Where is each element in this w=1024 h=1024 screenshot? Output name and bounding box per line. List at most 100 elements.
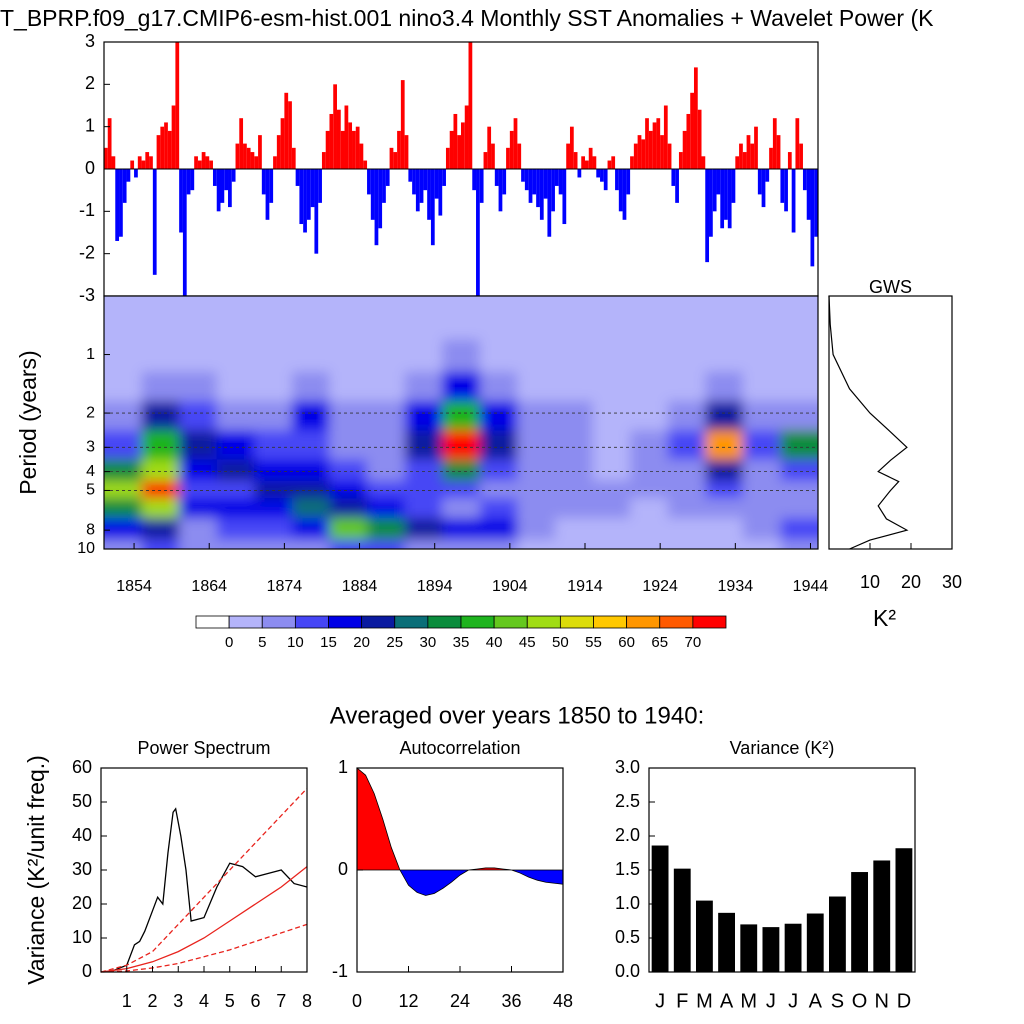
- power-cell: [254, 430, 293, 460]
- power-cell: [554, 371, 594, 402]
- power-cell: [367, 459, 406, 482]
- anomaly-bar: [761, 169, 766, 208]
- colorbar-box: [228, 615, 263, 629]
- power-cell: [254, 481, 293, 499]
- subtitle: Averaged over years 1850 to 1940:: [330, 702, 704, 729]
- power-cell: [630, 459, 669, 482]
- anomaly-bar: [382, 169, 386, 203]
- anomaly-bar: [524, 169, 529, 191]
- anomaly-bar: [724, 169, 728, 220]
- x-tick-label: 36: [501, 991, 521, 1011]
- anomaly-bar: [517, 143, 522, 169]
- colorbar-label: 45: [519, 634, 536, 651]
- anomaly-bar: [581, 156, 586, 169]
- power-cell: [104, 430, 143, 460]
- anomaly-bar: [791, 169, 796, 233]
- anomaly-bar: [727, 169, 732, 229]
- x-tick-label: 1884: [342, 578, 378, 595]
- anomaly-bar: [776, 135, 781, 169]
- anomaly-bar: [303, 169, 307, 233]
- anomaly-bar: [618, 169, 623, 212]
- anomaly-bar: [134, 169, 138, 178]
- power-cell: [179, 539, 218, 549]
- bar: [673, 868, 691, 972]
- y-tick-label: 1.5: [615, 859, 640, 879]
- anomaly-bar: [374, 169, 379, 246]
- power-cell: [554, 518, 594, 541]
- y-tick-label: -1: [79, 200, 95, 220]
- y-tick-label: -3: [79, 285, 95, 305]
- power-cell: [329, 518, 368, 541]
- spectrum-line: [100, 866, 308, 973]
- power-cell: [742, 459, 781, 482]
- x-tick-label: 48: [553, 991, 573, 1011]
- power-cell: [367, 481, 406, 499]
- anomaly-bar: [697, 109, 702, 169]
- y-tick-label: 5: [86, 482, 95, 499]
- anomaly-bar: [445, 147, 450, 169]
- colorbar-label: 25: [386, 634, 403, 651]
- power-cell: [254, 371, 293, 402]
- x-tick-label: 30: [942, 572, 962, 592]
- x-tick-label: D: [897, 990, 911, 1012]
- panel-title: Autocorrelation: [399, 738, 520, 758]
- power-cell: [367, 339, 406, 373]
- anomaly-bar: [506, 147, 510, 169]
- anomaly-bar: [427, 169, 431, 220]
- anomaly-bar: [709, 169, 713, 237]
- colorbar-label: 30: [420, 634, 437, 651]
- bar: [873, 860, 891, 972]
- power-cell: [141, 296, 180, 340]
- power-cell: [780, 539, 818, 549]
- anomaly-bar: [637, 135, 642, 169]
- power-cell: [254, 518, 293, 541]
- power-cell: [479, 518, 518, 541]
- anomaly-bar: [250, 152, 255, 169]
- power-cell: [404, 296, 443, 340]
- power-cell: [592, 371, 631, 402]
- anomaly-bar: [554, 169, 559, 186]
- x-tick-label: M: [740, 990, 757, 1012]
- anomaly-bar: [167, 130, 172, 169]
- power-cell: [404, 400, 443, 431]
- power-cell: [141, 539, 180, 549]
- power-cell: [179, 339, 218, 373]
- anomaly-bar: [276, 135, 281, 169]
- anomaly-bar: [415, 169, 420, 212]
- power-cell: [667, 430, 706, 460]
- power-cell: [179, 371, 218, 402]
- power-cell: [554, 459, 594, 482]
- y-tick-label: 1: [338, 757, 348, 777]
- anomaly-bar: [660, 135, 664, 169]
- power-cell: [367, 430, 406, 460]
- wavelet-field: [104, 296, 818, 549]
- x-tick-label: 6: [250, 991, 260, 1011]
- anomaly-bar: [607, 160, 612, 169]
- colorbar-label: 60: [618, 634, 635, 651]
- anomaly-bar: [494, 169, 499, 186]
- x-tick-label: J: [788, 990, 798, 1012]
- anomaly-bar: [742, 152, 747, 169]
- colorbar-label: 10: [287, 634, 304, 651]
- y-tick-label: 20: [72, 893, 92, 913]
- colorbar-box: [460, 615, 495, 629]
- power-cell: [554, 481, 594, 499]
- anomaly-bar: [393, 152, 398, 169]
- power-cell: [179, 430, 218, 460]
- y-tick-label: 3: [86, 439, 95, 456]
- anomaly-bar: [678, 152, 683, 169]
- power-cell: [404, 481, 443, 499]
- anomaly-bar: [611, 156, 616, 169]
- power-cell: [705, 339, 744, 373]
- anomaly-bar: [265, 169, 270, 220]
- power-cell: [705, 498, 744, 519]
- power-cell: [667, 296, 706, 340]
- power-cell: [517, 481, 556, 499]
- anomaly-bar: [246, 147, 251, 169]
- anomaly-bar: [212, 169, 217, 186]
- power-cell: [141, 518, 180, 541]
- colorbar-box: [427, 615, 462, 629]
- y-axis-label: Variance (K²/unit freq.): [23, 755, 49, 985]
- power-cell: [630, 430, 669, 460]
